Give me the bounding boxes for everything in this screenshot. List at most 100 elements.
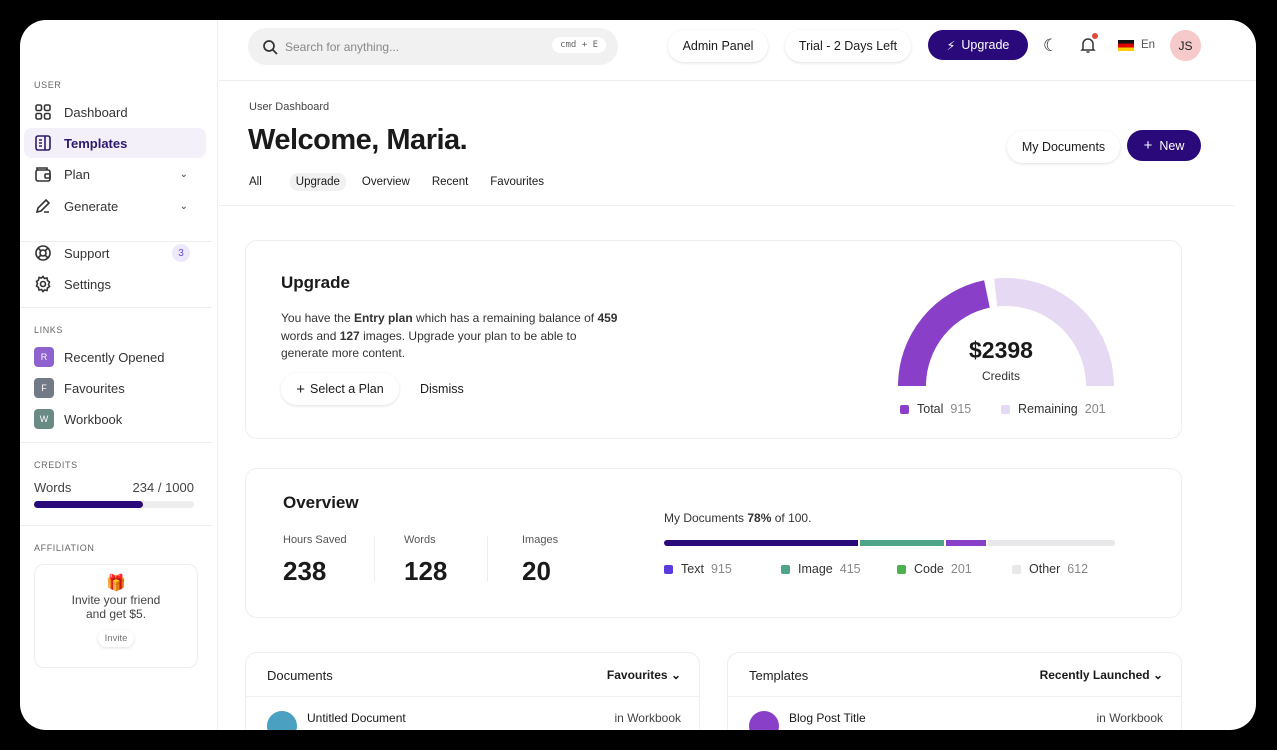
link-label: Recently Opened [64, 349, 165, 365]
chevron-down-icon: ⌄ [179, 200, 188, 212]
affiliation-text: and get $5. [85, 607, 147, 621]
documents-filter-dropdown[interactable]: Favourites ⌄ [606, 668, 681, 682]
search-icon [263, 39, 278, 55]
legend-text: Text 915 [664, 562, 732, 576]
template-location: in Workbook [1096, 711, 1163, 725]
upgrade-description: You have the Entry plan which has a rema… [281, 311, 618, 360]
link-favourites[interactable]: F Favourites [24, 373, 206, 403]
divider [487, 536, 488, 582]
gift-icon: 🎁 [106, 575, 126, 592]
sidebar-item-generate[interactable]: Generate ⌄ [24, 191, 206, 221]
app-window: USER Dashboard Templates Plan ⌄ Generate ⌄… [20, 20, 1256, 730]
admin-panel-button[interactable]: Admin Panel [668, 30, 768, 62]
segment-other [988, 540, 1115, 546]
tab-overview[interactable]: Overview [361, 176, 410, 188]
tab-upgrade[interactable]: Upgrade [289, 173, 346, 191]
invite-button[interactable]: Invite [98, 630, 135, 647]
sidebar-item-label: Templates [64, 135, 128, 151]
support-badge: 3 [172, 244, 190, 262]
search-shortcut: cmd + E [552, 37, 606, 53]
document-name[interactable]: Untitled Document [307, 711, 406, 725]
divider [728, 696, 1181, 697]
chevron-down-icon: ⌄ [1152, 668, 1163, 682]
document-location: in Workbook [614, 711, 681, 725]
link-workbook[interactable]: W Workbook [24, 404, 206, 434]
legend-swatch [781, 564, 790, 574]
sidebar-item-templates[interactable]: Templates [24, 128, 206, 158]
dismiss-button[interactable]: Dismiss [420, 382, 464, 396]
trial-button[interactable]: Trial - 2 Days Left [785, 30, 911, 62]
legend-code: Code 201 [897, 562, 972, 576]
link-initial: R [34, 347, 54, 367]
tab-all[interactable]: All [249, 176, 262, 188]
legend-swatch [1001, 404, 1010, 414]
link-recently-opened[interactable]: R Recently Opened [24, 342, 206, 372]
tab-favourites[interactable]: Favourites [490, 176, 544, 188]
sidebar-item-label: Dashboard [64, 104, 128, 120]
templates-card: Templates Recently Launched ⌄ Blog Post … [727, 652, 1182, 730]
section-user: USER [34, 80, 62, 90]
sidebar-item-label: Generate [64, 198, 119, 214]
segment-image [859, 540, 945, 546]
gauge-amount: $2398 [969, 337, 1033, 363]
gauge-label: Credits [981, 369, 1020, 383]
link-label: Workbook [64, 411, 123, 427]
stat-hours-saved: Hours Saved 238 [283, 534, 347, 586]
chevron-down-icon: ⌄ [179, 168, 188, 180]
affiliation-text: Invite your friend [71, 593, 161, 607]
documents-usage-bar [664, 540, 1115, 546]
sidebar-item-support[interactable]: Support 3 [24, 238, 206, 268]
overview-card: Overview Hours Saved 238 Words 128 Images 2… [245, 468, 1182, 618]
sidebar-item-label: Support [64, 245, 110, 261]
pencil-icon [35, 198, 51, 214]
sidebar-item-settings[interactable]: Settings [24, 269, 206, 299]
select-plan-button[interactable]: + Select a Plan [281, 373, 399, 405]
legend-swatch [897, 564, 906, 574]
gear-icon [35, 275, 51, 293]
plus-icon: + [1143, 137, 1153, 154]
link-initial: F [34, 378, 54, 398]
sidebar: USER Dashboard Templates Plan ⌄ Generate ⌄… [20, 20, 218, 730]
legend-image: Image 415 [781, 562, 861, 576]
section-affiliation: AFFILIATION [34, 543, 95, 553]
gauge-total-arc [898, 280, 991, 387]
credits-label: Words [34, 480, 72, 495]
templates-filter-dropdown[interactable]: Recently Launched ⌄ [1039, 668, 1163, 682]
template-avatar [749, 711, 779, 730]
bell-icon[interactable] [1080, 33, 1098, 59]
sidebar-item-label: Plan [64, 166, 91, 182]
new-button[interactable]: + New [1127, 130, 1201, 161]
upgrade-label: Upgrade [961, 38, 1010, 52]
tab-recent[interactable]: Recent [431, 176, 469, 188]
segment-code [946, 540, 987, 546]
germany-flag-icon[interactable] [1118, 40, 1134, 51]
chevron-down-icon: ⌄ [670, 668, 681, 682]
template-name[interactable]: Blog Post Title [789, 711, 866, 725]
segment-text [664, 540, 858, 546]
legend-total: Total 915 [900, 402, 971, 416]
top-bar: Search for anything... cmd + E Admin Pan… [219, 20, 1256, 81]
upgrade-button[interactable]: ⚡︎ Upgrade [928, 30, 1028, 60]
gauge-remaining-arc [994, 278, 1114, 387]
divider [219, 205, 1235, 206]
document-icon [35, 135, 51, 151]
avatar[interactable]: JS [1170, 30, 1201, 61]
bolt-icon: ⚡︎ [946, 38, 956, 53]
language-selector[interactable]: En [1141, 39, 1156, 51]
divider [20, 241, 212, 242]
page-title: Welcome, Maria. [248, 124, 468, 156]
search-input[interactable]: Search for anything... cmd + E [248, 28, 618, 65]
grid-icon [35, 104, 51, 120]
sidebar-item-plan[interactable]: Plan ⌄ [24, 159, 206, 189]
stat-words: Words 128 [404, 534, 448, 586]
divider [20, 525, 212, 526]
legend-swatch [664, 564, 673, 574]
documents-card: Documents Favourites ⌄ Untitled Document… [245, 652, 700, 730]
documents-usage-text: My Documents 78% of 100. [664, 511, 812, 525]
link-initial: W [34, 409, 54, 429]
link-label: Favourites [64, 380, 125, 396]
lifebuoy-icon [35, 245, 51, 261]
moon-icon[interactable]: ☾ [1043, 36, 1059, 55]
my-documents-button[interactable]: My Documents [1007, 131, 1120, 163]
sidebar-item-dashboard[interactable]: Dashboard [24, 97, 206, 127]
